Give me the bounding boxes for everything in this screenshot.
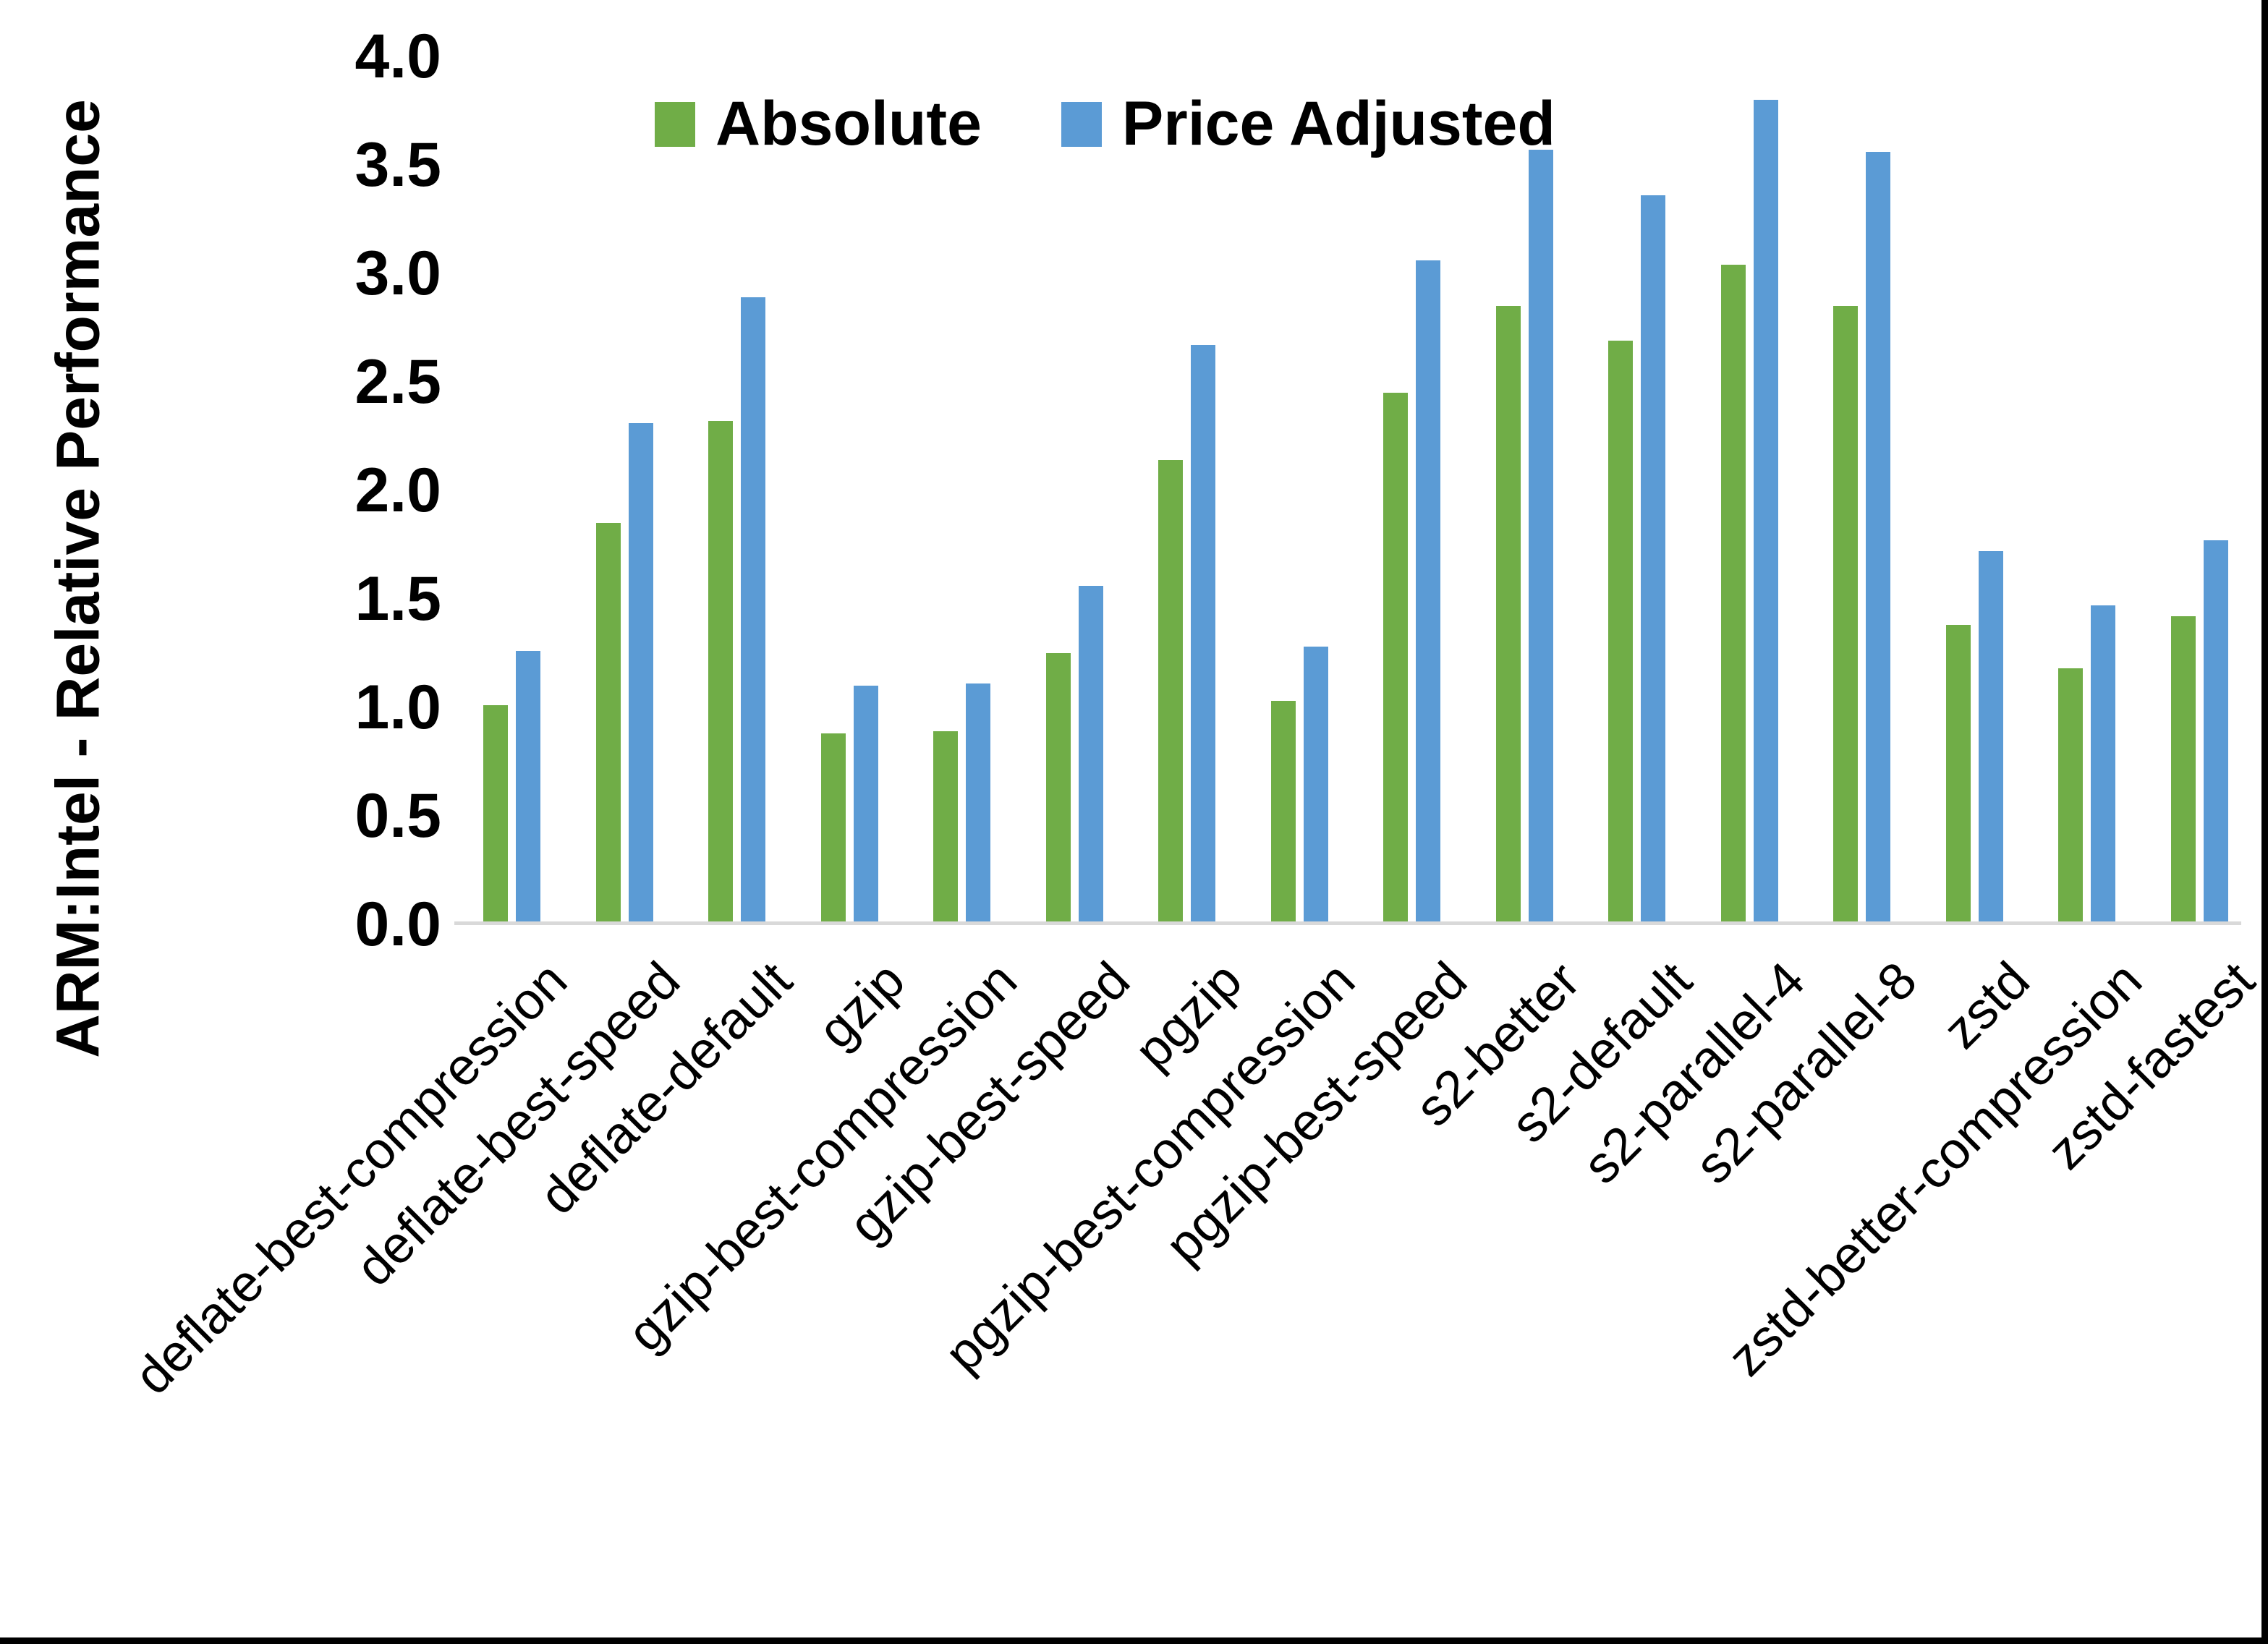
legend-item-absolute: Absolute xyxy=(655,88,982,160)
bar-price-adjusted-zstd-better-compression xyxy=(2091,605,2115,924)
bar-price-adjusted-s2-better xyxy=(1528,150,1553,924)
y-tick-label: 3.5 xyxy=(354,130,441,200)
y-tick-label: 3.0 xyxy=(354,239,441,308)
bar-price-adjusted-pgzip-best-compression xyxy=(1303,647,1328,924)
bar-absolute-deflate-best-compression xyxy=(483,705,508,924)
y-tick-label: 4.0 xyxy=(354,22,441,91)
legend-item-price-adjusted: Price Adjusted xyxy=(1061,88,1555,160)
bar-price-adjusted-gzip-best-speed xyxy=(1078,586,1103,924)
x-axis-line xyxy=(454,921,2241,925)
bar-absolute-pgzip-best-compression xyxy=(1270,701,1296,924)
legend-label: Absolute xyxy=(715,89,982,158)
bar-absolute-zstd-better-compression xyxy=(2058,668,2083,924)
bar-absolute-pgzip-best-speed xyxy=(1383,393,1408,924)
bar-absolute-deflate-best-speed xyxy=(595,523,621,924)
bar-price-adjusted-gzip xyxy=(853,686,878,924)
x-axis-label: deflate-best-compression xyxy=(124,951,579,1406)
bar-absolute-gzip xyxy=(820,733,846,924)
bar-absolute-zstd-fastest xyxy=(2170,616,2196,924)
bar-price-adjusted-s2-default xyxy=(1641,195,1665,924)
y-tick-label: 2.0 xyxy=(354,456,441,525)
y-tick-label: 1.0 xyxy=(354,673,441,742)
legend-swatch-icon xyxy=(1061,101,1102,147)
bar-price-adjusted-s2-parallel-8 xyxy=(1866,152,1890,924)
bar-price-adjusted-pgzip-best-speed xyxy=(1416,260,1440,924)
bar-absolute-s2-better xyxy=(1495,306,1521,924)
bar-absolute-pgzip xyxy=(1158,460,1183,924)
legend: Absolute Price Adjusted xyxy=(655,88,1555,160)
bar-absolute-gzip-best-compression xyxy=(933,731,958,924)
bar-price-adjusted-pgzip xyxy=(1191,345,1215,924)
bar-price-adjusted-zstd xyxy=(1978,551,2003,924)
y-tick-label: 2.5 xyxy=(354,347,441,417)
frame-border-right xyxy=(2261,0,2268,1644)
legend-label: Price Adjusted xyxy=(1121,89,1555,158)
y-tick-label: 0.5 xyxy=(354,781,441,851)
bar-price-adjusted-gzip-best-compression xyxy=(966,683,990,924)
bar-absolute-gzip-best-speed xyxy=(1045,653,1071,924)
bar-absolute-s2-parallel-4 xyxy=(1720,265,1746,924)
bar-price-adjusted-zstd-fastest xyxy=(2203,540,2228,924)
bar-absolute-deflate-default xyxy=(708,421,733,924)
y-tick-label: 1.5 xyxy=(354,564,441,634)
bar-absolute-zstd xyxy=(1945,625,1971,924)
bar-price-adjusted-deflate-best-speed xyxy=(628,423,653,924)
bar-price-adjusted-deflate-default xyxy=(741,297,765,924)
bar-absolute-s2-parallel-8 xyxy=(1833,306,1858,924)
frame-border-bottom xyxy=(0,1637,2268,1644)
bar-price-adjusted-s2-parallel-4 xyxy=(1753,100,1778,924)
y-tick-label: 0.0 xyxy=(354,890,441,959)
y-axis-title: ARM:Intel - Relative Performance xyxy=(43,99,112,1058)
bar-absolute-s2-default xyxy=(1608,341,1633,924)
bar-price-adjusted-deflate-best-compression xyxy=(516,651,540,924)
legend-swatch-icon xyxy=(655,101,695,147)
